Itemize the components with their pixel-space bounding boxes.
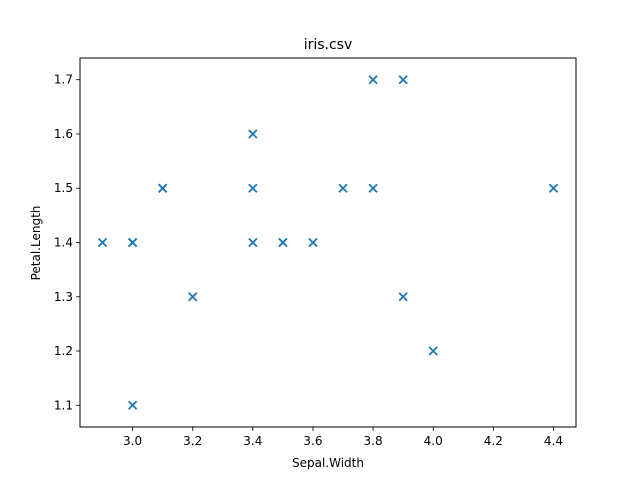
data-point (188, 292, 198, 302)
y-tick-label: 1.5 (54, 181, 73, 195)
y-axis-label: Petal.Length (29, 206, 43, 281)
data-point (158, 183, 168, 193)
x-tick-label: 3.2 (183, 434, 202, 448)
data-points (97, 75, 559, 410)
y-tick-label: 1.4 (54, 236, 73, 250)
data-point (368, 183, 378, 193)
y-tick-label: 1.7 (54, 73, 73, 87)
data-point (127, 237, 138, 248)
chart-title: iris.csv (304, 37, 353, 53)
data-point (97, 237, 108, 248)
x-tick-label: 4.0 (424, 434, 443, 448)
data-point (248, 237, 258, 248)
axis-ticks: 3.0 3.2 3.4 3.6 3.8 4.0 4.2 4.4 1.1 1.2 1.3 1.4 1.5 1… (54, 73, 563, 448)
data-point (548, 183, 559, 193)
data-point (248, 183, 258, 193)
data-point (248, 129, 258, 139)
x-axis-label: Sepal.Width (292, 456, 364, 470)
x-tick-label: 3.8 (364, 434, 383, 448)
y-tick-label: 1.6 (54, 127, 73, 141)
x-tick-label: 4.4 (544, 434, 563, 448)
x-tick-label: 3.0 (123, 434, 142, 448)
x-tick-label: 4.2 (484, 434, 503, 448)
data-point (278, 237, 288, 248)
data-point (308, 237, 318, 248)
data-point (127, 400, 138, 410)
x-tick-label: 3.6 (303, 434, 322, 448)
y-tick-label: 1.2 (54, 344, 73, 358)
data-point (428, 346, 438, 356)
data-point (368, 75, 378, 85)
data-point (338, 183, 348, 193)
data-point (398, 75, 408, 85)
y-tick-label: 1.3 (54, 290, 73, 304)
y-tick-label: 1.1 (54, 398, 73, 412)
plot-frame (79, 57, 577, 428)
data-point (398, 292, 408, 302)
x-tick-label: 3.4 (243, 434, 262, 448)
